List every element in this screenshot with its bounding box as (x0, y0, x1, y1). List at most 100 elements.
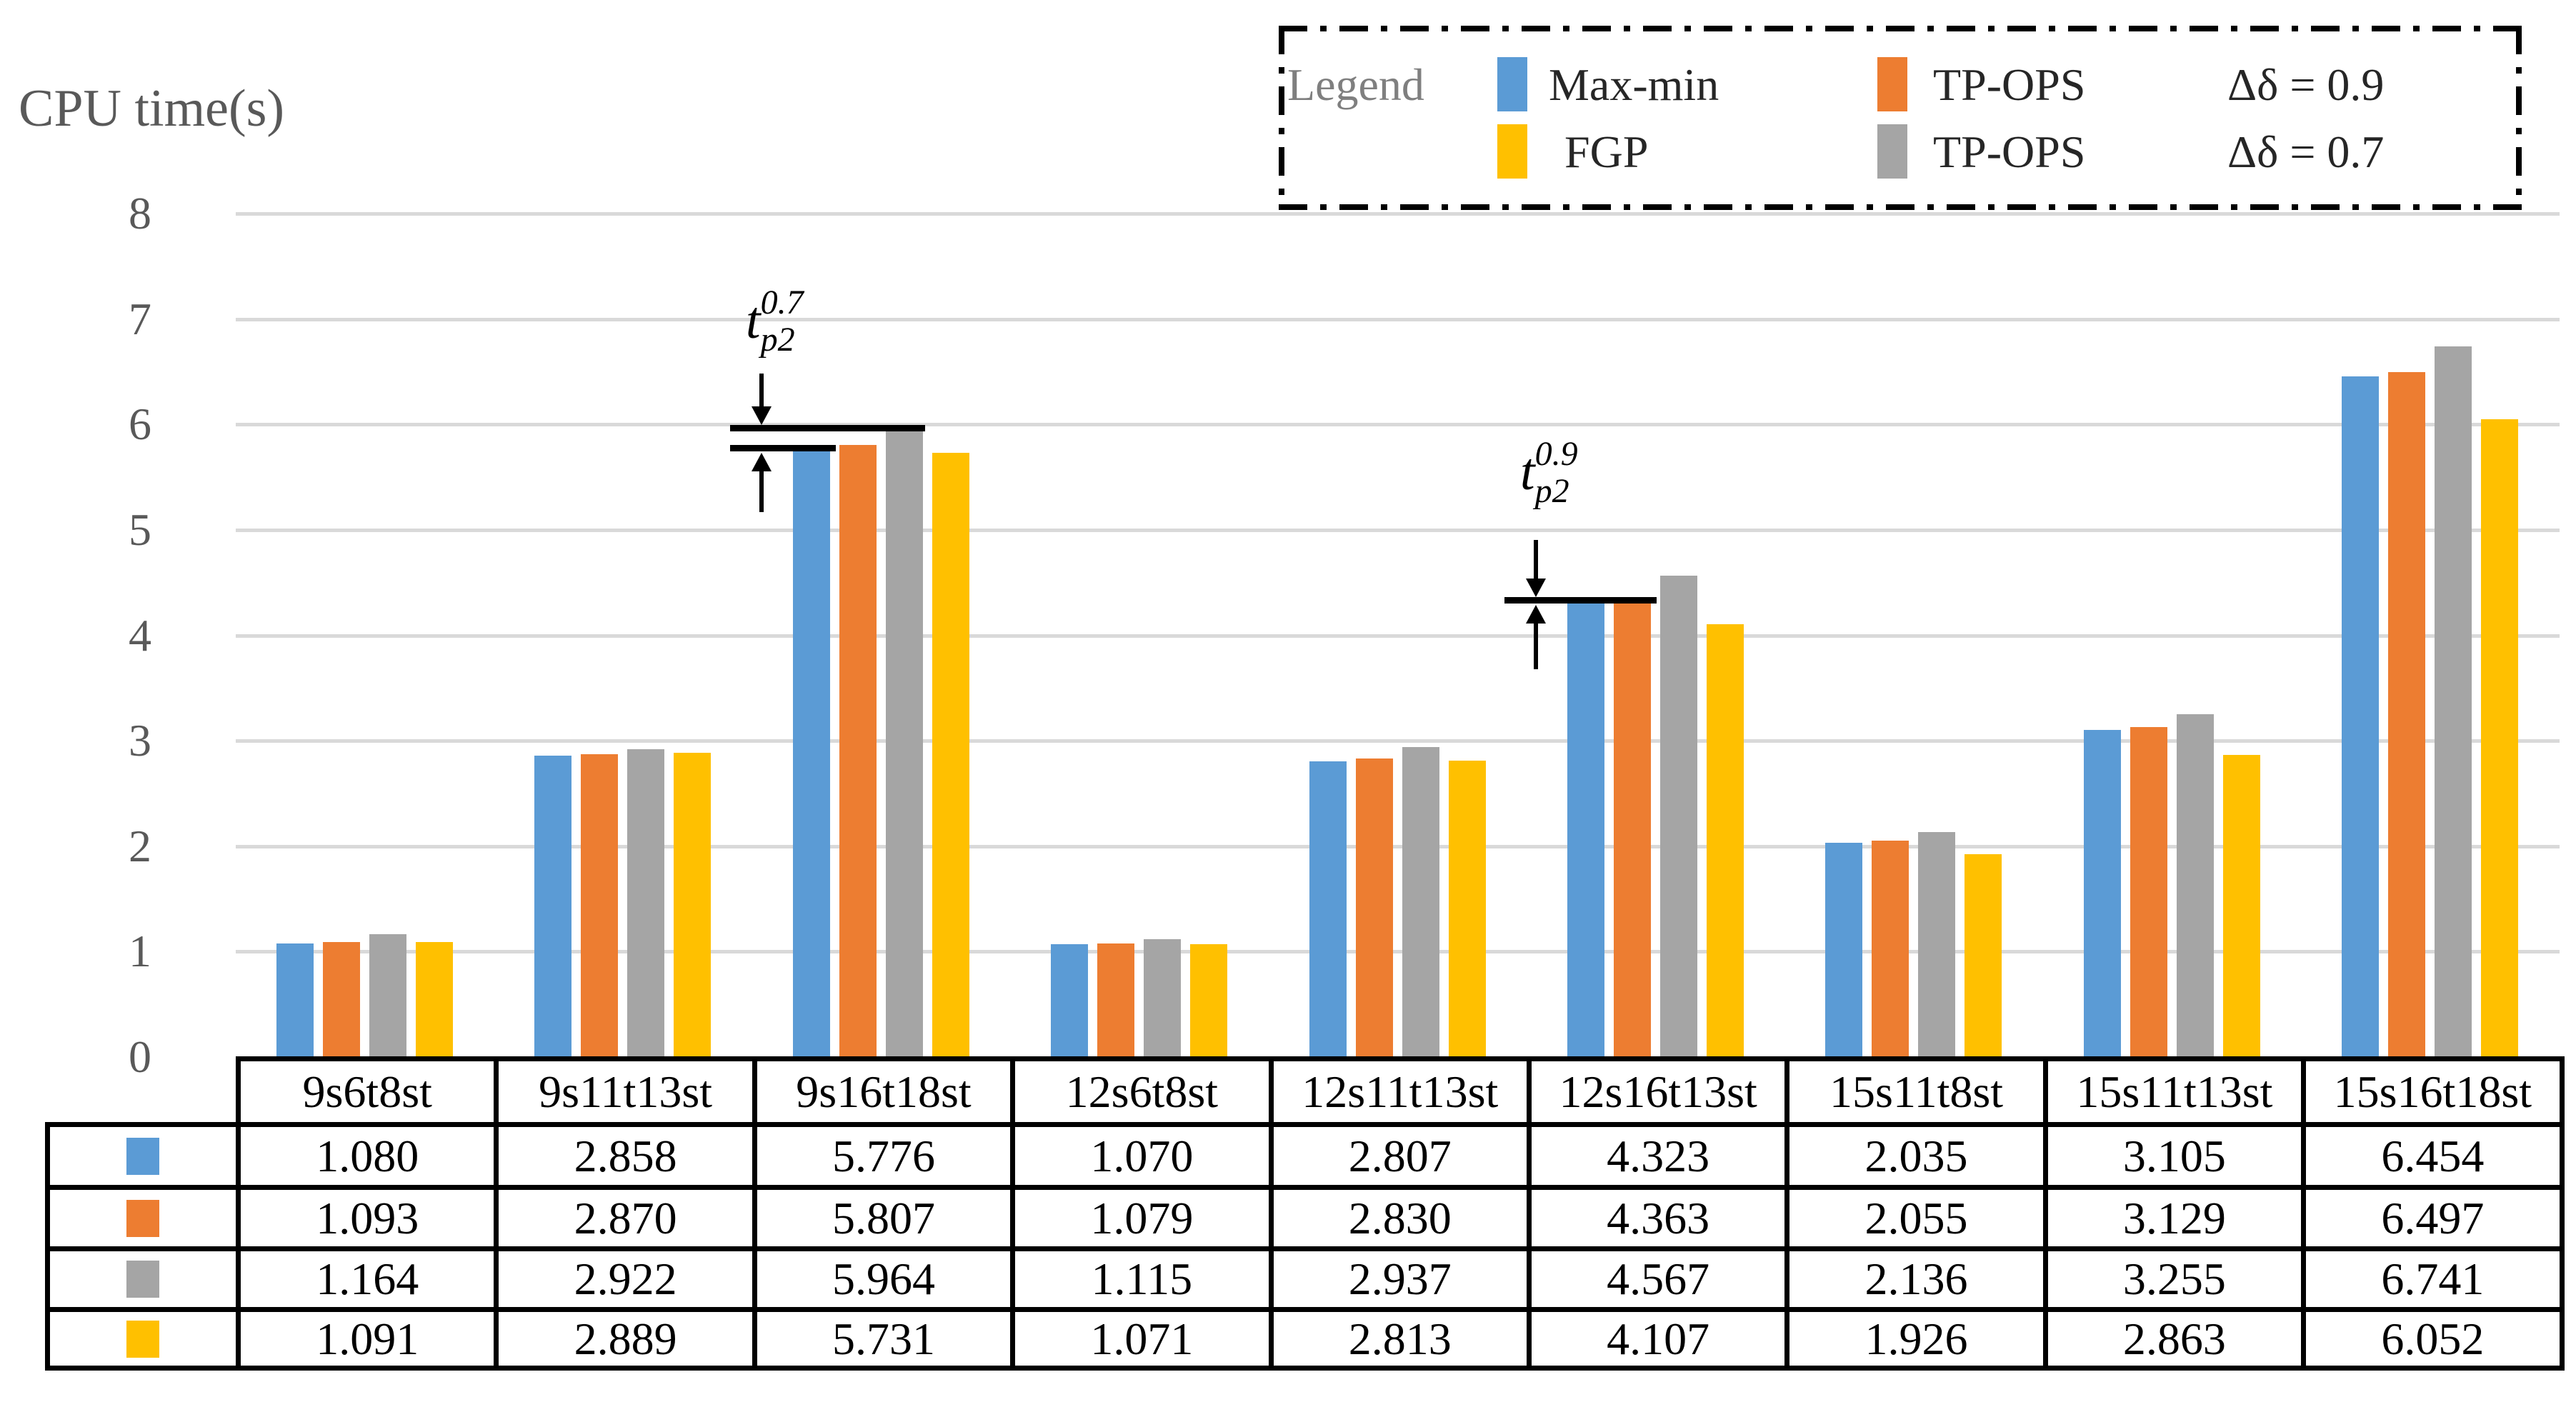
bar-TP-OPS-0.7-15s11t8st (1918, 832, 1955, 1057)
y-tick-label-5: 5 (129, 504, 151, 555)
bar-TP-OPS-0.7-12s6t8st (1144, 939, 1181, 1057)
y-tick-label-2: 2 (129, 821, 151, 871)
bar-TP-OPS-0.9-12s11t13st (1356, 758, 1393, 1057)
value-cell-15s16t18st: 6.497 (2301, 1185, 2565, 1251)
value-cell-15s11t13st: 2.863 (2042, 1307, 2307, 1371)
y-tick-label-6: 6 (129, 399, 151, 449)
category-header-9s16t18st: 9s16t18st (752, 1056, 1016, 1127)
value-cell-15s11t8st: 2.055 (1784, 1185, 2048, 1251)
category-header-9s6t8st: 9s6t8st (235, 1056, 499, 1127)
bar-Max-min-9s11t13st (534, 756, 571, 1057)
legend-swatch-max-min (1497, 57, 1527, 111)
table-swatch-cell (45, 1185, 241, 1251)
value-cell-12s16t13st: 4.363 (1526, 1185, 1790, 1251)
category-header-12s11t13st: 12s11t13st (1268, 1056, 1532, 1127)
bar-FGP-9s6t8st (416, 942, 453, 1057)
category-header-15s16t18st: 15s16t18st (2301, 1056, 2565, 1127)
value-cell-12s11t13st: 2.813 (1268, 1307, 1532, 1371)
bar-Max-min-15s11t13st (2084, 730, 2121, 1057)
value-cell-9s11t13st: 2.870 (494, 1185, 757, 1251)
gridline-y8 (236, 212, 2560, 216)
value-cell-12s11t13st: 2.937 (1268, 1246, 1532, 1312)
gridline-y7 (236, 318, 2560, 321)
value-cell-12s6t8st: 1.079 (1010, 1185, 1274, 1251)
value-cell-15s11t8st: 2.136 (1784, 1246, 2048, 1312)
legend-border-left (1279, 26, 1284, 210)
bar-TP-OPS-0.7-15s16t18st (2435, 346, 2472, 1057)
y-tick-label-3: 3 (129, 715, 151, 766)
arrow-up-icon (1526, 605, 1546, 624)
y-axis-title: CPU time(s) (19, 79, 285, 138)
bar-TP-OPS-0.9-9s16t18st (839, 445, 877, 1057)
table-row-FGP: 1.091 2.889 5.731 1.071 2.813 4.107 1.926 2.863… (45, 1307, 2565, 1371)
legend-label-tp-ops-09: TP-OPS (1933, 59, 2086, 110)
bar-TP-OPS-0.7-12s16t13st (1660, 576, 1697, 1057)
gridline-y5 (236, 529, 2560, 532)
legend-label-tp-ops-07: TP-OPS (1933, 126, 2086, 177)
annotation-arrow-shaft (1534, 621, 1538, 669)
table-series-swatch (126, 1137, 159, 1175)
bar-FGP-9s16t18st (932, 453, 969, 1057)
annotation-sup: 0.7 (760, 284, 804, 321)
y-tick-label-4: 4 (129, 610, 151, 661)
table-swatch-cell (45, 1122, 241, 1190)
table-row-Max-min: 1.080 2.858 5.776 1.070 2.807 4.323 2.035 3.105… (45, 1122, 2565, 1190)
bar-TP-OPS-0.7-12s11t13st (1402, 747, 1439, 1057)
bar-Max-min-15s11t8st (1825, 843, 1862, 1057)
annotation-sub: p2 (1534, 472, 1569, 510)
annotation-level-line (1504, 597, 1657, 604)
bar-FGP-12s6t8st (1190, 944, 1227, 1057)
bar-FGP-12s11t13st (1449, 761, 1486, 1057)
bar-TP-OPS-0.9-9s11t13st (581, 754, 618, 1057)
value-cell-15s11t13st: 3.105 (2042, 1122, 2307, 1190)
value-cell-9s11t13st: 2.889 (494, 1307, 757, 1371)
bar-FGP-9s11t13st (674, 753, 711, 1057)
value-cell-12s6t8st: 1.070 (1010, 1122, 1274, 1190)
value-cell-15s16t18st: 6.052 (2301, 1307, 2565, 1371)
value-cell-15s11t8st: 2.035 (1784, 1122, 2048, 1190)
bar-TP-OPS-0.9-12s16t13st (1614, 597, 1651, 1057)
legend-border-right (2516, 26, 2522, 210)
value-cell-12s6t8st: 1.115 (1010, 1246, 1274, 1312)
y-tick-label-8: 8 (129, 188, 151, 239)
arrow-down-icon (752, 406, 772, 425)
annotation-lower-line (730, 445, 836, 451)
legend-border-bottom (1279, 204, 2522, 210)
bar-TP-OPS-0.7-9s6t8st (369, 934, 406, 1057)
bar-TP-OPS-0.9-12s6t8st (1097, 943, 1134, 1057)
bar-Max-min-12s16t13st (1567, 601, 1604, 1057)
value-cell-9s11t13st: 2.858 (494, 1122, 757, 1190)
table-corner-cell (48, 1059, 239, 1125)
value-cell-9s6t8st: 1.093 (235, 1185, 499, 1251)
legend-delta-09: Δδ = 0.9 (2227, 59, 2385, 110)
bar-Max-min-15s16t18st (2342, 376, 2379, 1057)
value-cell-9s6t8st: 1.164 (235, 1246, 499, 1312)
bar-FGP-15s11t8st (1965, 854, 2002, 1057)
value-cell-9s6t8st: 1.091 (235, 1307, 499, 1371)
bar-FGP-15s16t18st (2481, 419, 2518, 1057)
legend-swatch-fgp (1497, 124, 1527, 179)
legend-label-fgp: FGP (1564, 126, 1649, 177)
legend-delta-07: Δδ = 0.7 (2227, 126, 2385, 177)
bar-TP-OPS-0.9-15s11t13st (2130, 727, 2167, 1057)
value-cell-15s16t18st: 6.741 (2301, 1246, 2565, 1312)
bar-Max-min-12s6t8st (1051, 944, 1088, 1057)
bar-TP-OPS-0.9-15s16t18st (2388, 372, 2425, 1057)
value-cell-9s16t18st: 5.776 (752, 1122, 1016, 1190)
bar-TP-OPS-0.9-15s11t8st (1872, 841, 1909, 1057)
category-header-9s11t13st: 9s11t13st (494, 1056, 757, 1127)
value-cell-12s11t13st: 2.807 (1268, 1122, 1532, 1190)
value-cell-12s6t8st: 1.071 (1010, 1307, 1274, 1371)
legend-label-max-min: Max-min (1549, 59, 1719, 110)
legend-swatch-tp-ops-09 (1877, 57, 1907, 111)
bar-Max-min-9s16t18st (793, 448, 830, 1057)
bar-TP-OPS-0.9-9s6t8st (323, 942, 360, 1057)
arrow-down-icon (1526, 579, 1546, 597)
legend-swatch-tp-ops-07 (1877, 124, 1907, 179)
value-cell-15s11t13st: 3.255 (2042, 1246, 2307, 1312)
table-series-swatch (126, 1320, 159, 1358)
gridline-y2 (236, 845, 2560, 848)
annotation-tp2-09-text: t 0.9 p2 (1520, 435, 1578, 510)
value-cell-9s6t8st: 1.080 (235, 1122, 499, 1190)
